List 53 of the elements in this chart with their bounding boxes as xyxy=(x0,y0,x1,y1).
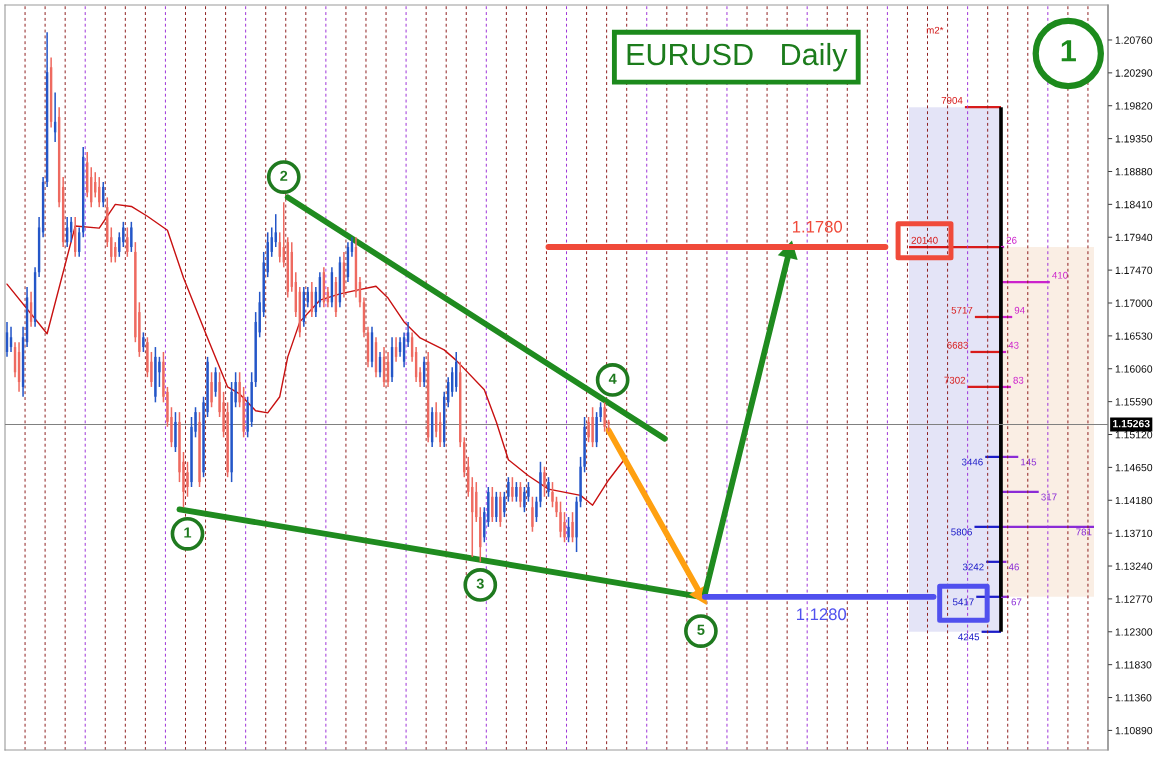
ref-line-label: 1.15263 xyxy=(1113,419,1150,428)
y-tick-label: 1.18410 xyxy=(1115,200,1153,209)
y-tick-label: 1.18880 xyxy=(1115,167,1153,176)
y-tick-label: 1.17470 xyxy=(1115,266,1153,274)
series-label: 5 xyxy=(697,624,705,635)
data-label: 5417 xyxy=(952,598,974,606)
data-label: 94 xyxy=(1014,306,1025,314)
data-label: 7302 xyxy=(944,376,966,384)
y-tick-label: 1.17000 xyxy=(1115,299,1153,307)
series-label: 2 xyxy=(280,170,288,181)
y-tick-label: 1.19350 xyxy=(1115,135,1153,143)
y-tick-label: 1.20760 xyxy=(1115,36,1153,44)
data-label: 5806 xyxy=(951,528,972,536)
series-label: 1 xyxy=(184,527,192,538)
y-tick-label: 1.11360 xyxy=(1115,694,1152,702)
data-label: 4245 xyxy=(958,633,980,641)
y-tick-label: 1.11830 xyxy=(1115,661,1152,669)
y-tick-label: 1.15590 xyxy=(1115,398,1153,406)
data-label: 43 xyxy=(1008,341,1019,349)
y-tick-label: 1.12300 xyxy=(1115,628,1153,636)
data-label: 6683 xyxy=(947,341,968,349)
y-tick-label: 1.12770 xyxy=(1115,595,1153,603)
y-tick-label: 1.10890 xyxy=(1115,726,1153,735)
y-tick-label: 1.14650 xyxy=(1115,463,1153,472)
y-tick-label: 1.13710 xyxy=(1115,529,1153,538)
data-label: 1.1280 xyxy=(797,608,847,621)
y-tick-label: 1.14180 xyxy=(1115,496,1153,505)
annotation: m2* xyxy=(926,26,944,34)
y-tick-label: 1.20290 xyxy=(1115,69,1153,77)
data-label: 3446 xyxy=(961,458,983,466)
data-label: 410 xyxy=(1052,271,1068,279)
annotation: 1 xyxy=(1061,40,1076,62)
data-label: 3242 xyxy=(962,563,984,571)
data-label: 26 xyxy=(1006,236,1017,244)
series-label: 3 xyxy=(476,578,484,589)
text: EURUSD Daily xyxy=(627,42,848,72)
y-tick-label: 1.19820 xyxy=(1115,102,1153,110)
data-label: 781 xyxy=(1076,528,1092,536)
data-label: 145 xyxy=(1021,458,1037,466)
y-tick-label: 1.17940 xyxy=(1115,233,1153,242)
data-label: 7904 xyxy=(941,96,963,104)
data-label: 20140 xyxy=(911,236,938,244)
data-label: 83 xyxy=(1013,376,1024,384)
y-tick-label: 1.16530 xyxy=(1115,332,1153,340)
y-tick-label: 1.13240 xyxy=(1115,562,1153,570)
data-label: 46 xyxy=(1008,563,1019,571)
data-label: 67 xyxy=(1011,598,1022,606)
y-tick-label: 1.16060 xyxy=(1115,365,1153,373)
data-label: 1.1780 xyxy=(792,220,843,233)
data-label: 317 xyxy=(1041,493,1057,501)
data-label: 5717 xyxy=(951,306,973,314)
y-tick-label: 1.15120 xyxy=(1115,431,1153,439)
series-label: 4 xyxy=(608,373,617,384)
